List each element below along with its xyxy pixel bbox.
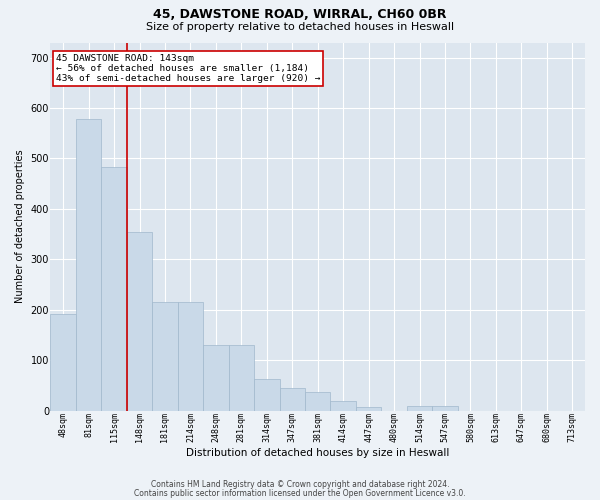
- Bar: [432, 406, 458, 410]
- Text: Size of property relative to detached houses in Heswall: Size of property relative to detached ho…: [146, 22, 454, 32]
- Bar: [254, 379, 280, 410]
- Bar: [76, 119, 101, 410]
- Y-axis label: Number of detached properties: Number of detached properties: [15, 150, 25, 304]
- Text: 45, DAWSTONE ROAD, WIRRAL, CH60 0BR: 45, DAWSTONE ROAD, WIRRAL, CH60 0BR: [153, 8, 447, 20]
- Bar: [152, 302, 178, 410]
- Text: 45 DAWSTONE ROAD: 143sqm
← 56% of detached houses are smaller (1,184)
43% of sem: 45 DAWSTONE ROAD: 143sqm ← 56% of detach…: [56, 54, 320, 84]
- Bar: [331, 402, 356, 410]
- X-axis label: Distribution of detached houses by size in Heswall: Distribution of detached houses by size …: [186, 448, 449, 458]
- Bar: [101, 166, 127, 410]
- Bar: [203, 345, 229, 410]
- Bar: [280, 388, 305, 410]
- Text: Contains public sector information licensed under the Open Government Licence v3: Contains public sector information licen…: [134, 489, 466, 498]
- Bar: [356, 406, 382, 410]
- Bar: [305, 392, 331, 410]
- Bar: [127, 232, 152, 410]
- Bar: [178, 302, 203, 410]
- Bar: [50, 314, 76, 410]
- Bar: [407, 406, 432, 410]
- Text: Contains HM Land Registry data © Crown copyright and database right 2024.: Contains HM Land Registry data © Crown c…: [151, 480, 449, 489]
- Bar: [229, 345, 254, 410]
